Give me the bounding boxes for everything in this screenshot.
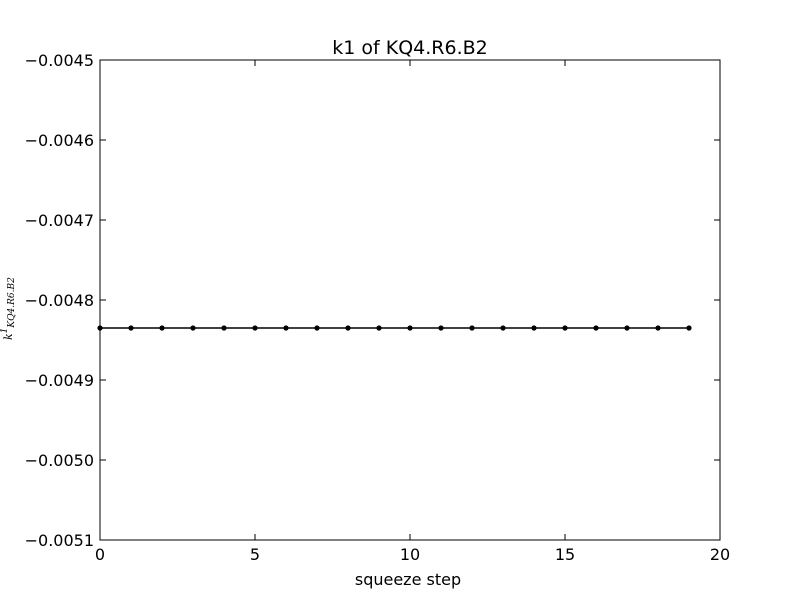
data-point xyxy=(469,325,475,331)
x-tick-label: 10 xyxy=(400,545,420,564)
plot-area-frame xyxy=(99,59,721,541)
data-point xyxy=(438,325,444,331)
data-point xyxy=(686,325,692,331)
x-tick-labels: 0 5 10 15 20 xyxy=(95,545,730,564)
y-axis-label-superscript: 1 xyxy=(0,328,10,334)
y-tick-label: −0.0047 xyxy=(25,211,94,230)
y-tick-label: −0.0050 xyxy=(25,451,94,470)
data-point xyxy=(190,325,196,331)
x-axis-label: squeeze step xyxy=(355,570,461,589)
data-point xyxy=(376,325,382,331)
x-tick-label: 20 xyxy=(710,545,730,564)
data-point xyxy=(97,325,103,331)
y-axis-label-main: k xyxy=(2,333,15,340)
y-axis-label-subscript: KQ4.R6.B2 xyxy=(7,277,17,329)
data-point xyxy=(531,325,537,331)
data-point xyxy=(407,325,413,331)
y-tick-label: −0.0049 xyxy=(25,371,94,390)
data-point xyxy=(593,325,599,331)
y-tick-labels: −0.0045 −0.0046 −0.0047 −0.0048 −0.0049 −0.00… xyxy=(25,51,94,550)
data-point xyxy=(500,325,506,331)
y-tick-label: −0.0045 xyxy=(25,51,94,70)
data-point xyxy=(159,325,165,331)
data-point xyxy=(562,325,568,331)
y-axis-label: k1KQ4.R6.B2 xyxy=(0,277,17,340)
y-axis-label-text: k1KQ4.R6.B2 xyxy=(0,277,17,340)
x-tick-label: 5 xyxy=(250,545,260,564)
data-point xyxy=(283,325,289,331)
data-point xyxy=(314,325,320,331)
chart-title: k1 of KQ4.R6.B2 xyxy=(332,37,487,59)
x-tick-label: 15 xyxy=(555,545,575,564)
axis-ticks xyxy=(99,59,721,541)
data-point xyxy=(221,325,227,331)
series-layer xyxy=(97,325,692,331)
y-tick-label: −0.0051 xyxy=(25,531,94,550)
data-point xyxy=(252,325,258,331)
data-point xyxy=(655,325,661,331)
data-point xyxy=(345,325,351,331)
y-tick-label: −0.0048 xyxy=(25,291,94,310)
data-point xyxy=(128,325,134,331)
y-tick-label: −0.0046 xyxy=(25,131,94,150)
x-tick-label: 0 xyxy=(95,545,105,564)
data-point xyxy=(624,325,630,331)
